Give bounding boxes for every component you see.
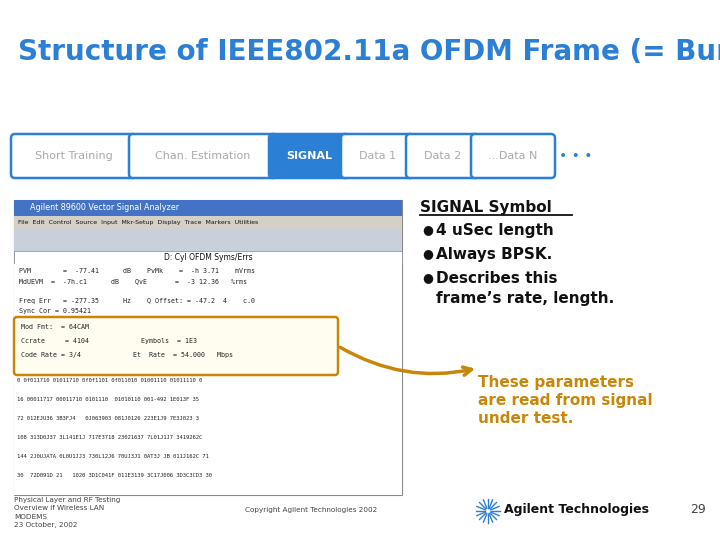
Text: frame’s rate, length.: frame’s rate, length.	[436, 291, 614, 306]
Text: Ccrate     = 4104             Eymbols  = 1E3: Ccrate = 4104 Eymbols = 1E3	[21, 338, 197, 344]
Text: ...Data N: ...Data N	[488, 151, 538, 161]
Text: 29: 29	[690, 503, 706, 516]
Text: Mod Fmt:  = 64CAM: Mod Fmt: = 64CAM	[21, 324, 89, 330]
Text: 108 313D0J37 3L141E1J 717E3718 23021637 7L01J1J7 3419262C: 108 313D0J37 3L141E1J 717E3718 23021637 …	[17, 435, 202, 440]
Text: 144 2J0UJATA 0L0U1JJ3 730L12J6 70UJ3J1 0AT3J JB 011J162C 71: 144 2J0UJATA 0L0U1JJ3 730L12J6 70UJ3J1 0…	[17, 454, 209, 459]
Text: SIGNAL: SIGNAL	[286, 151, 332, 161]
FancyBboxPatch shape	[406, 134, 479, 178]
Text: PVM        =  -77.41      dB    PvMk    =  -h 3.71    mVrms: PVM = -77.41 dB PvMk = -h 3.71 mVrms	[19, 268, 255, 274]
Text: 30  72D091D 21   1020 3D1C041F 011E3139 3C17J006 3D3C3CD3 30: 30 72D091D 21 1020 3D1C041F 011E3139 3C1…	[17, 473, 212, 478]
FancyBboxPatch shape	[14, 216, 402, 229]
Text: File  Edit  Control  Source  Input  Mkr-Setup  Display  Trace  Markers  Utilitie: File Edit Control Source Input Mkr-Setup…	[18, 220, 258, 225]
Text: Copyright Agilent Technologies 2002: Copyright Agilent Technologies 2002	[245, 507, 377, 513]
Text: ●: ●	[422, 271, 433, 284]
Text: 72 012EJU36 3B3FJ4   0J063903 081J0126 223E1J9 7E3J023 3: 72 012EJU36 3B3FJ4 0J063903 081J0126 223…	[17, 416, 199, 421]
Text: These parameters: These parameters	[478, 375, 634, 390]
Text: Data 1: Data 1	[359, 151, 396, 161]
FancyBboxPatch shape	[129, 134, 277, 178]
Text: Sync Cor = 0.95421: Sync Cor = 0.95421	[19, 308, 91, 314]
FancyBboxPatch shape	[269, 134, 349, 178]
Text: Freq Err   = -277.35      Hz    Q Offset: = -47.2  4    c.0: Freq Err = -277.35 Hz Q Offset: = -47.2 …	[19, 298, 255, 304]
FancyBboxPatch shape	[14, 200, 402, 216]
Text: Short Training: Short Training	[35, 151, 113, 161]
Text: 0 0f011710 01011710 0f0f1101 0f011010 01001110 01011110 0: 0 0f011710 01011710 0f0f1101 0f011010 01…	[17, 378, 202, 383]
Text: ●: ●	[422, 223, 433, 236]
FancyBboxPatch shape	[14, 200, 402, 495]
Text: Describes this: Describes this	[436, 271, 557, 286]
Text: Data 2: Data 2	[424, 151, 461, 161]
Text: Agilent Technologies: Agilent Technologies	[504, 503, 649, 516]
FancyBboxPatch shape	[341, 134, 414, 178]
Text: Agilent 89600 Vector Signal Analyzer: Agilent 89600 Vector Signal Analyzer	[30, 204, 179, 213]
Text: MdUEVM  =  -7h.c1      dB    QvE       =  -3 12.36   %rms: MdUEVM = -7h.c1 dB QvE = -3 12.36 %rms	[19, 278, 247, 284]
Text: 4 uSec length: 4 uSec length	[436, 223, 554, 238]
Text: ●: ●	[422, 247, 433, 260]
FancyBboxPatch shape	[14, 264, 402, 495]
Text: Code Rate = 3/4             Et  Rate  = 54.000   Mbps: Code Rate = 3/4 Et Rate = 54.000 Mbps	[21, 352, 233, 358]
FancyBboxPatch shape	[471, 134, 555, 178]
Text: are read from signal: are read from signal	[478, 393, 652, 408]
Text: Chan. Estimation: Chan. Estimation	[156, 151, 251, 161]
FancyBboxPatch shape	[14, 317, 338, 375]
FancyBboxPatch shape	[14, 229, 402, 251]
FancyBboxPatch shape	[11, 134, 137, 178]
Text: Always BPSK.: Always BPSK.	[436, 247, 552, 262]
Text: 16 00011717 00011710 0101110  01010110 001-492 1E013F 35: 16 00011717 00011710 0101110 01010110 00…	[17, 397, 199, 402]
Text: SIGNAL Symbol: SIGNAL Symbol	[420, 200, 552, 215]
Text: Structure of IEEE802.11a OFDM Frame (= Burst): Structure of IEEE802.11a OFDM Frame (= B…	[18, 38, 720, 66]
Text: • • •: • • •	[559, 149, 593, 163]
Text: Physical Layer and RF Testing
Overview if Wireless LAN
MODEMS
23 October, 2002: Physical Layer and RF Testing Overview i…	[14, 497, 120, 529]
FancyBboxPatch shape	[14, 251, 402, 264]
Text: under test.: under test.	[478, 411, 573, 426]
Text: D: Cyl OFDM Syms/Errs: D: Cyl OFDM Syms/Errs	[163, 253, 252, 262]
